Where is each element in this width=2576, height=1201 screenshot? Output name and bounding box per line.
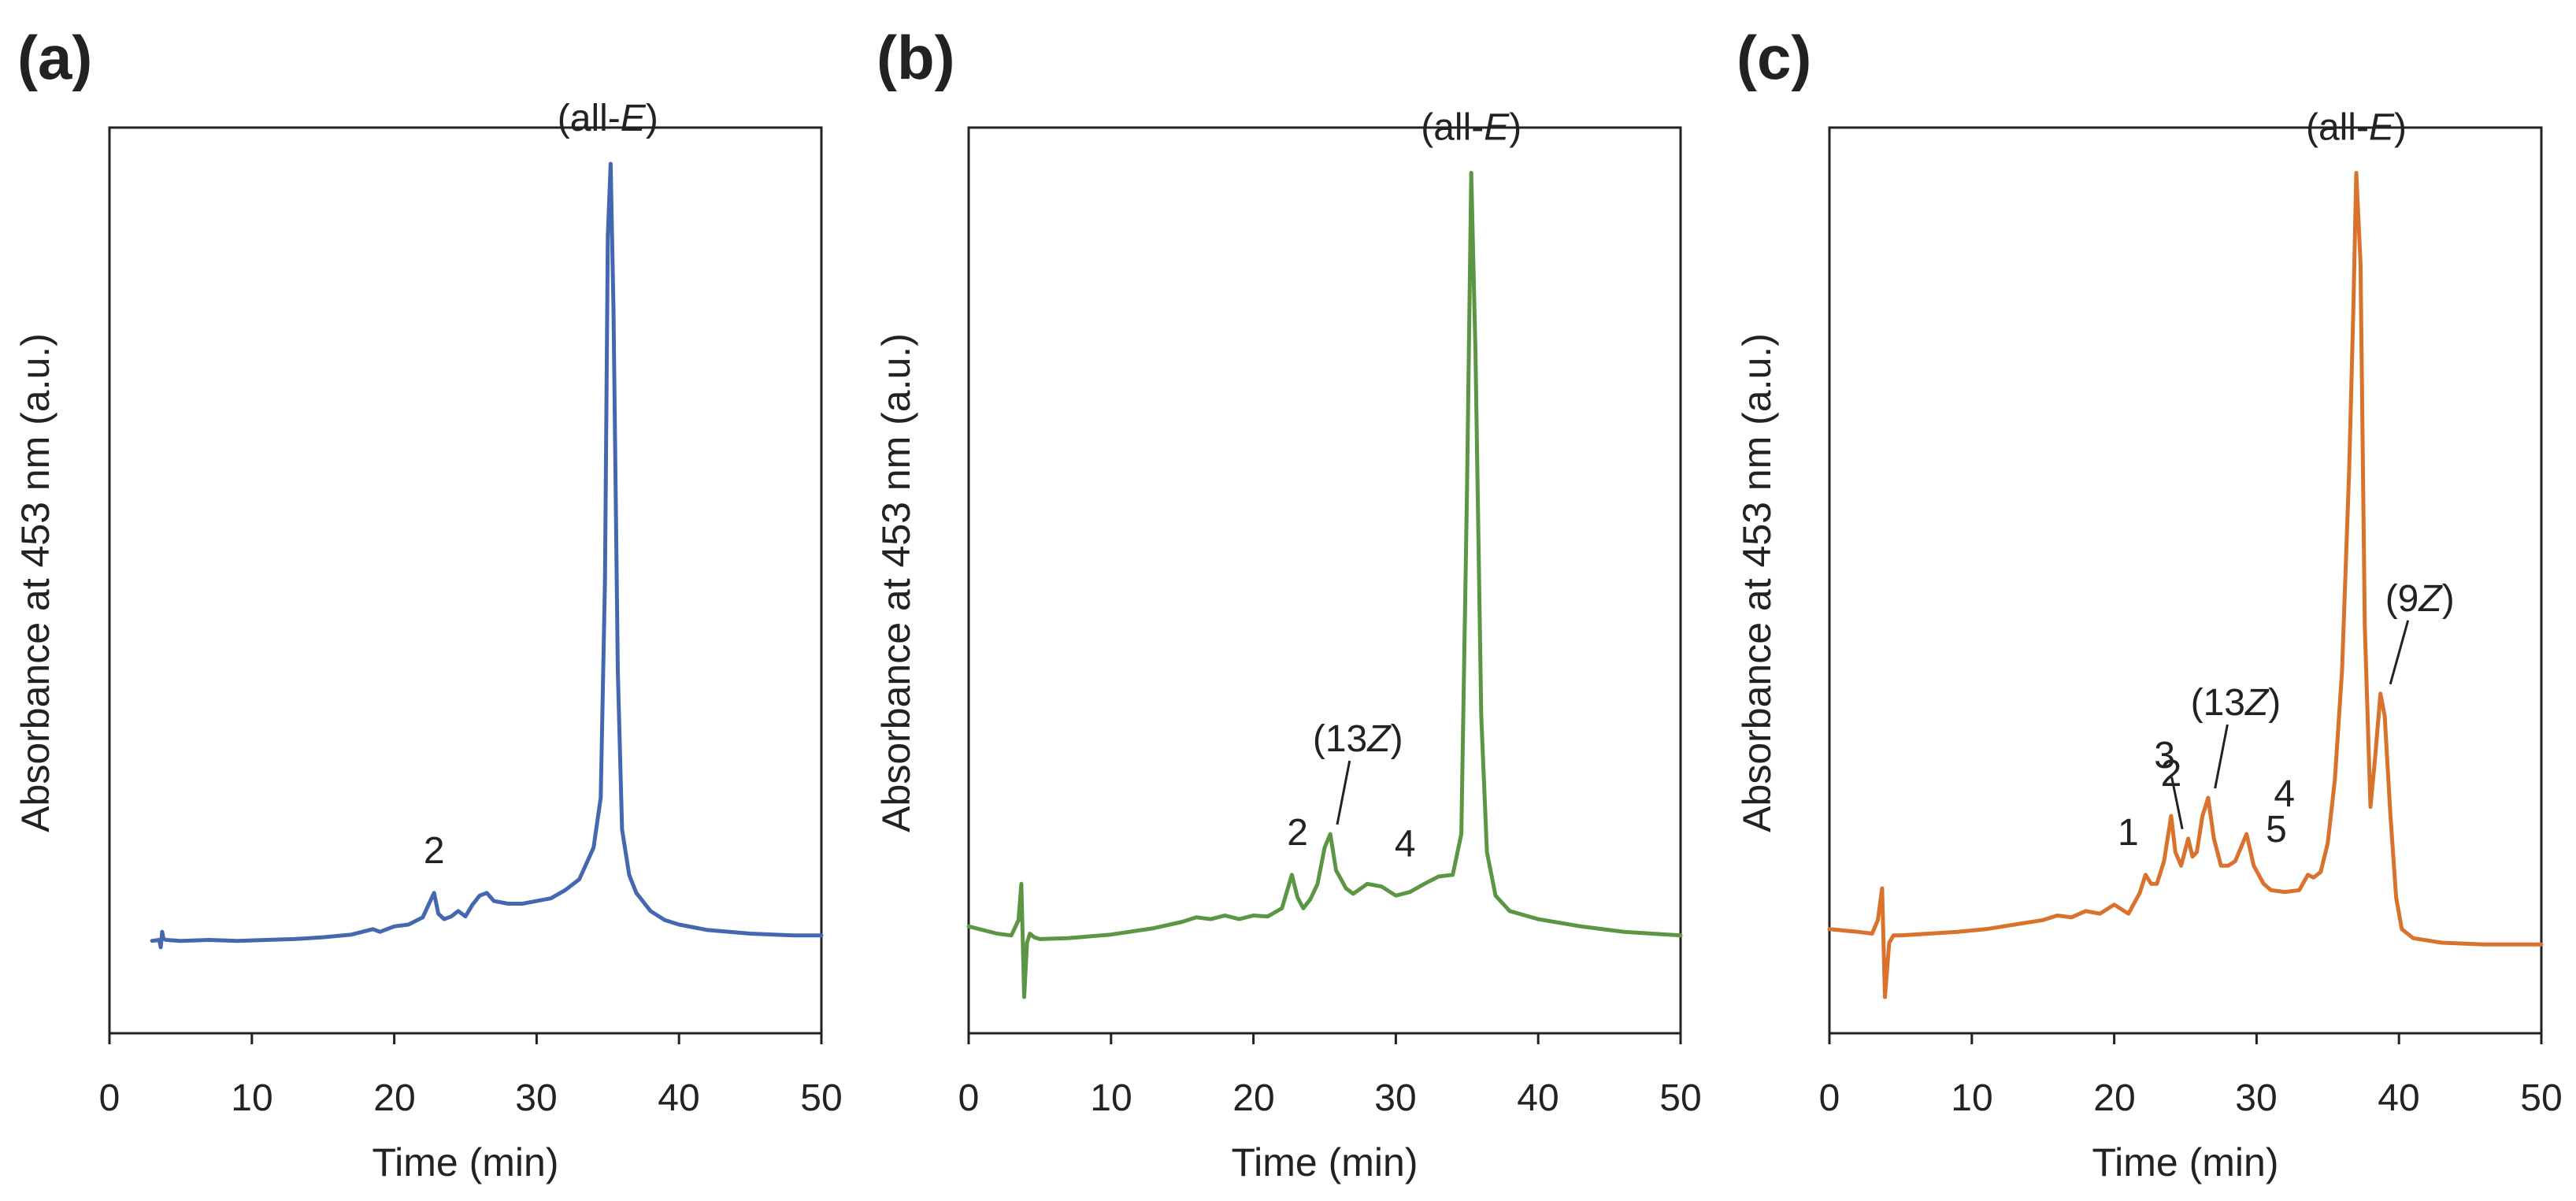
panel-b-annotation-leader-1 bbox=[1336, 760, 1351, 825]
panel-c-xtick-40: 40 bbox=[2378, 1077, 2419, 1119]
panel-b-ylabel: Absorbance at 453 nm (a.u.) bbox=[874, 333, 918, 832]
panel-b-xtick-40: 40 bbox=[1517, 1077, 1559, 1119]
panel-a-ylabel: Absorbance at 453 nm (a.u.) bbox=[13, 333, 57, 832]
panel-c-annotation-leader-3 bbox=[2214, 724, 2229, 789]
panel-b-xlabel: Time (min) bbox=[1231, 1140, 1418, 1184]
panel-a-xtick-0: 0 bbox=[99, 1077, 120, 1119]
panel-a-xtick-10: 10 bbox=[231, 1077, 272, 1119]
panel-a-xtick-20: 20 bbox=[373, 1077, 415, 1119]
panel-c-xtick-30: 30 bbox=[2235, 1077, 2277, 1119]
panel-c-xlabel: Time (min) bbox=[2092, 1140, 2278, 1184]
panel-c: (c) Absorbance at 453 nm (a.u.) Time (mi… bbox=[1735, 23, 2563, 1184]
panel-b-peak-label-0: 2 bbox=[1287, 812, 1308, 854]
panel-c-annotation-leader-7 bbox=[2389, 620, 2410, 685]
panel-a-peak-label-0: 2 bbox=[424, 830, 445, 872]
panel-a: (a) Absorbance at 453 nm (a.u.) Time (mi… bbox=[13, 23, 843, 1184]
panel-c-frame bbox=[1828, 126, 2543, 1035]
panel-c-xtick-20: 20 bbox=[2093, 1077, 2135, 1119]
panel-c-peak-label-5: 5 bbox=[2266, 809, 2287, 851]
panel-b-xtick-0: 0 bbox=[958, 1077, 980, 1119]
panel-c-peak-label-2: 3 bbox=[2154, 735, 2175, 777]
panel-a-frame bbox=[108, 126, 823, 1035]
panel-a-xlabel: Time (min) bbox=[372, 1140, 558, 1184]
panel-b-letter: (b) bbox=[877, 23, 955, 92]
panel-b-xtick-10: 10 bbox=[1090, 1077, 1132, 1119]
panel-c-ylabel: Absorbance at 453 nm (a.u.) bbox=[1735, 333, 1779, 832]
panel-b: (b) Absorbance at 453 nm (a.u.) Time (mi… bbox=[874, 23, 1702, 1184]
panel-c-letter: (c) bbox=[1736, 23, 1811, 92]
panel-c-peak-label-7: (9Z) bbox=[2385, 578, 2455, 620]
panel-a-xtick-40: 40 bbox=[658, 1077, 699, 1119]
panel-c-chromatogram-line bbox=[1827, 171, 2544, 999]
panel-c-xtick-10: 10 bbox=[1951, 1077, 1992, 1119]
panel-c-peak-label-0: 1 bbox=[2118, 812, 2139, 854]
panel-c-peak-label-4: 4 bbox=[2274, 773, 2295, 815]
panel-c-xtick-0: 0 bbox=[1819, 1077, 1840, 1119]
panel-a-letter: (a) bbox=[17, 23, 92, 92]
panel-b-chromatogram-line bbox=[966, 171, 1683, 999]
panel-c-peak-label-3: (13Z) bbox=[2191, 682, 2281, 724]
panel-a-xtick-50: 50 bbox=[800, 1077, 842, 1119]
panel-c-peak-label-6: (all-E) bbox=[2306, 107, 2407, 149]
panel-b-xtick-50: 50 bbox=[1659, 1077, 1701, 1119]
panel-c-peak-label-1: 2 bbox=[2161, 753, 2182, 795]
panel-a-peak-label-1: (all-E) bbox=[558, 98, 658, 139]
panel-c-annotation-leader-2 bbox=[2170, 777, 2184, 830]
panel-b-xtick-30: 30 bbox=[1374, 1077, 1416, 1119]
panel-a-chromatogram-line bbox=[150, 161, 824, 950]
panel-b-peak-label-3: (all-E) bbox=[1421, 107, 1522, 149]
panel-b-xtick-20: 20 bbox=[1232, 1077, 1274, 1119]
panel-b-peak-label-2: 4 bbox=[1395, 823, 1416, 865]
panel-b-peak-label-1: (13Z) bbox=[1313, 718, 1403, 760]
panel-c-xtick-50: 50 bbox=[2520, 1077, 2562, 1119]
panel-a-xtick-30: 30 bbox=[515, 1077, 557, 1119]
panel-b-frame bbox=[967, 126, 1682, 1035]
